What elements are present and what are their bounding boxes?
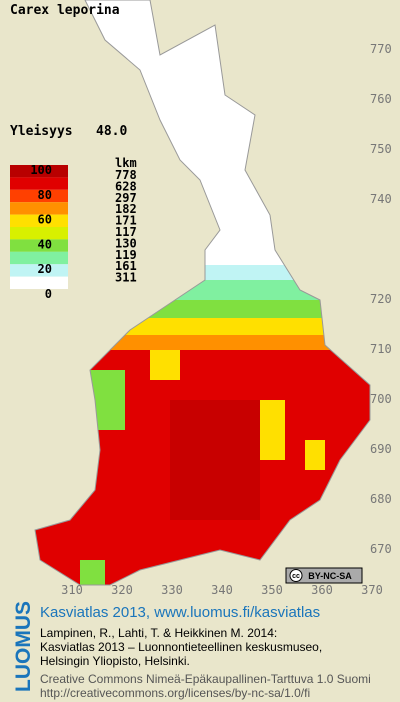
citation-line: Kasviatlas 2013 – Luonnontieteellinen ke… bbox=[40, 640, 322, 654]
legend-scale-label: 60 bbox=[38, 213, 52, 227]
map-zone bbox=[305, 440, 325, 470]
legend-count: 171 bbox=[115, 214, 137, 228]
legend-swatch bbox=[10, 251, 68, 265]
legend-swatch bbox=[10, 189, 68, 203]
footer-heading: Kasviatlas 2013, www.luomus.fi/kasviatla… bbox=[40, 604, 320, 621]
y-axis-label: 680 bbox=[370, 492, 392, 506]
legend-swatch bbox=[10, 214, 68, 227]
y-axis-label: 720 bbox=[370, 292, 392, 306]
y-axis-label: 760 bbox=[370, 92, 392, 106]
legend-scale-label: 40 bbox=[38, 237, 52, 251]
species-title: Carex leporina bbox=[10, 3, 120, 18]
x-axis-label: 320 bbox=[111, 583, 133, 597]
x-axis-label: 360 bbox=[311, 583, 333, 597]
legend-swatch bbox=[10, 239, 68, 252]
y-axis-label: 690 bbox=[370, 442, 392, 456]
y-axis-label: 740 bbox=[370, 192, 392, 206]
badge-icon-text: cc bbox=[292, 573, 300, 580]
legend-scale-label: 100 bbox=[30, 163, 52, 177]
legend-count: 297 bbox=[115, 191, 137, 205]
legend-scale-label: 0 bbox=[45, 287, 52, 301]
x-axis-label: 340 bbox=[211, 583, 233, 597]
badge-box bbox=[285, 567, 363, 584]
legend-count: 117 bbox=[115, 225, 137, 239]
x-axis-label: 310 bbox=[61, 583, 83, 597]
brand: LUOMUS bbox=[12, 601, 35, 692]
badge-icon bbox=[289, 569, 303, 582]
legend-count: 778 bbox=[115, 168, 137, 182]
map-zone bbox=[150, 350, 180, 380]
legend-count: 311 bbox=[115, 271, 137, 285]
map-zone bbox=[170, 400, 260, 520]
legend-count: 628 bbox=[115, 179, 137, 193]
legend-scale-label: 80 bbox=[38, 188, 52, 202]
legend-swatch bbox=[10, 177, 68, 190]
license-line: Creative Commons Nimeä-Epäkaupallinen-Ta… bbox=[40, 672, 371, 686]
legend-count: 119 bbox=[115, 248, 137, 262]
frequency-value: 48.0 bbox=[96, 124, 127, 139]
y-axis-label: 770 bbox=[370, 42, 392, 56]
x-axis-label: 330 bbox=[161, 583, 183, 597]
legend-swatch bbox=[10, 165, 68, 178]
y-axis-label: 750 bbox=[370, 142, 392, 156]
citation-line: Helsingin Yliopisto, Helsinki. bbox=[40, 654, 190, 668]
legend-count: 130 bbox=[115, 236, 137, 250]
badge-text: BY-NC-SA bbox=[308, 571, 352, 581]
y-axis-label: 710 bbox=[370, 342, 392, 356]
map-outline bbox=[34, 0, 371, 586]
count-header: lkm bbox=[115, 156, 137, 170]
legend-swatch bbox=[10, 264, 68, 277]
legend-scale-label: 20 bbox=[38, 262, 52, 276]
y-axis-label: 700 bbox=[370, 392, 392, 406]
citation-line: Lampinen, R., Lahti, T. & Heikkinen M. 2… bbox=[40, 626, 277, 640]
map-zone bbox=[260, 400, 285, 460]
y-axis-label: 670 bbox=[370, 542, 392, 556]
license-badge: cc BY-NC-SA bbox=[285, 567, 363, 584]
license-line: http://creativecommons.org/licenses/by-n… bbox=[40, 686, 310, 700]
legend-count: 182 bbox=[115, 202, 137, 216]
legend-swatch bbox=[10, 227, 68, 240]
frequency-label: Yleisyys bbox=[10, 124, 73, 139]
x-axis-label: 370 bbox=[361, 583, 383, 597]
legend-swatch bbox=[10, 202, 68, 215]
legend-swatch bbox=[10, 276, 68, 289]
map-zone bbox=[80, 560, 105, 585]
x-axis-label: 350 bbox=[261, 583, 283, 597]
legend-count: 161 bbox=[115, 259, 137, 273]
